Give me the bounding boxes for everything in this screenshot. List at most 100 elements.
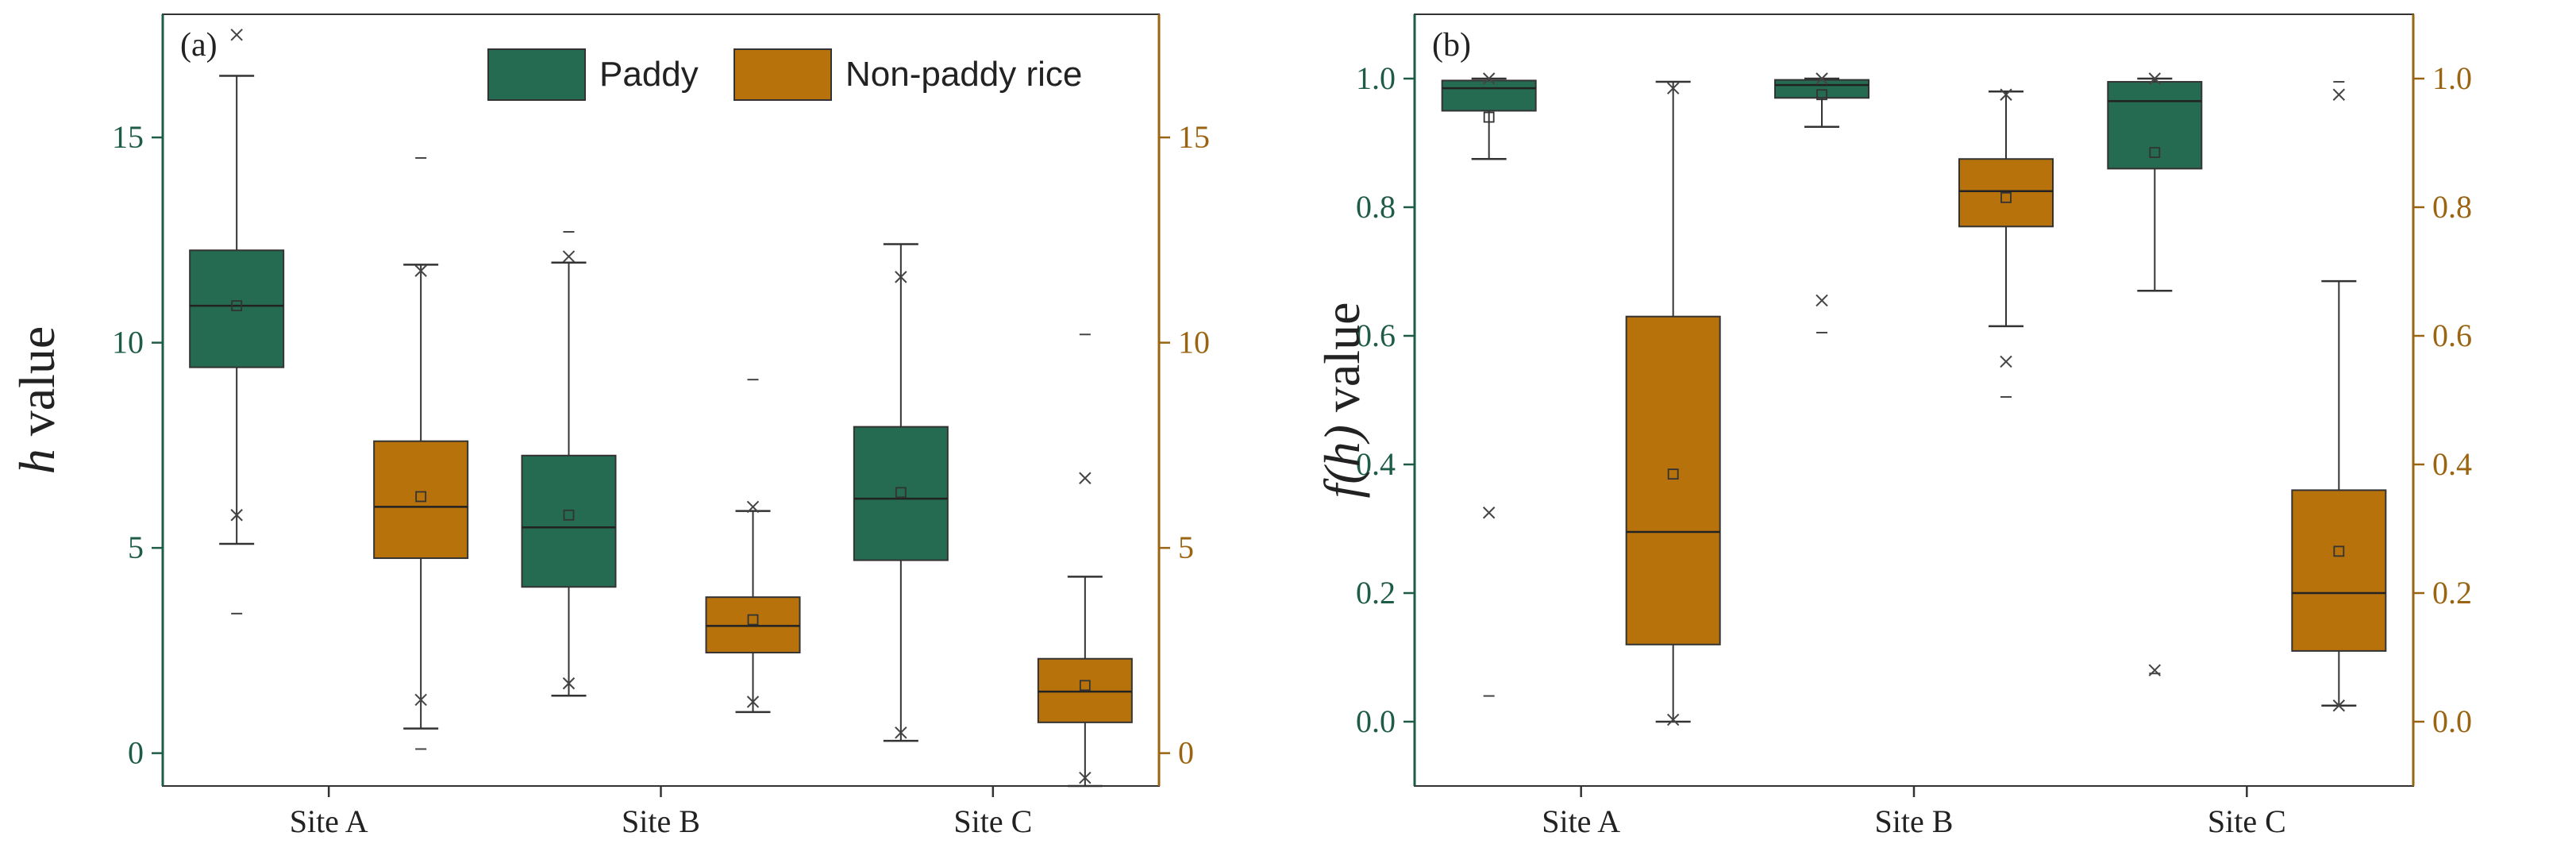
box-plot-nonpaddy-3: [1037, 333, 1133, 788]
x-tick-label: Site C: [2208, 803, 2286, 839]
percentile-cross-marker: [1816, 72, 1828, 85]
percentile-cross-marker: [1079, 472, 1092, 484]
mean-marker: [563, 509, 575, 521]
iqr-box: [1774, 79, 1869, 99]
mean-marker: [1816, 89, 1827, 101]
percentile-cross-marker: [1666, 713, 1680, 726]
legend-label-paddy: Paddy: [599, 55, 699, 94]
right-tick-label: 0.4: [2432, 446, 2472, 482]
percentile-cross-marker: [414, 264, 427, 277]
percentile-cross-marker: [230, 509, 243, 522]
box-plot-paddy-1: [189, 29, 285, 615]
legend-swatch-paddy: [487, 48, 586, 101]
mean-marker: [895, 487, 907, 499]
percentile-cross-marker: [746, 500, 760, 514]
right-tick-label: 5: [1178, 530, 1194, 565]
percentile-cross-marker: [895, 271, 907, 283]
percentile-cross-marker: [562, 250, 576, 263]
right-tick-label: 10: [1178, 325, 1210, 360]
right-tick-label: 15: [1178, 119, 1210, 155]
x-tick-label: Site C: [953, 803, 1032, 839]
left-tick-label: 0.2: [1356, 575, 1396, 611]
iqr-box: [521, 454, 617, 588]
percentile-cross-marker: [2000, 88, 2012, 101]
left-tick-label: 10: [112, 325, 144, 360]
legend-label-nonpaddy: Non-paddy rice: [845, 55, 1082, 94]
x-tick-label: Site A: [290, 803, 368, 839]
x-tick-label: Site B: [622, 803, 700, 839]
percentile-cross-marker: [746, 695, 760, 708]
panel-b-chart: 0.0 0.0 0.2 0.2 0.4 0.4 0.6 0.6 0.8 0.8 1.0 1.0 Site…: [1314, 13, 2472, 839]
left-tick-label: 15: [112, 119, 144, 155]
right-tick-label: 0.6: [2432, 318, 2472, 353]
panel-a-chart: 0 0 5 5 10 10 15 15 Site A Site B Site C h value (a)…: [9, 13, 1210, 839]
percentile-cross-marker: [2148, 72, 2162, 85]
mean-marker: [2149, 147, 2161, 159]
box-plot-nonpaddy-1: [1625, 80, 1721, 726]
iqr-box: [2107, 81, 2203, 170]
mean-marker: [2333, 545, 2345, 557]
iqr-box: [2291, 489, 2387, 652]
mean-marker: [1079, 680, 1091, 692]
y-axis-label: f(h) value: [1314, 302, 1370, 499]
right-tick-label: 0: [1178, 735, 1194, 771]
percentile-cross-marker: [2000, 355, 2012, 368]
box-plot-nonpaddy-1: [373, 156, 469, 750]
left-tick-label: 5: [128, 530, 144, 565]
left-tick-label: 0.0: [1356, 703, 1396, 739]
mean-marker: [231, 300, 243, 311]
right-tick-label: 1.0: [2432, 60, 2472, 96]
y-axis-label-italic: h: [9, 449, 65, 474]
mean-marker: [2000, 191, 2012, 203]
box-plot-paddy-2: [521, 231, 617, 697]
iqr-box: [1441, 79, 1537, 112]
percentile-cross-marker: [230, 29, 243, 41]
left-tick-label: 0.4: [1356, 446, 1396, 482]
percentile-cross-marker: [895, 726, 907, 739]
mean-marker: [1483, 111, 1495, 123]
box-plot-paddy-2: [1774, 72, 1869, 333]
x-tick-label: Site A: [1542, 803, 1620, 839]
percentile-cross-marker: [1816, 294, 1828, 307]
right-tick-label: 0.2: [2432, 575, 2472, 611]
iqr-box: [189, 249, 285, 368]
right-tick-label: 0.0: [2432, 703, 2472, 739]
y-axis-label-italic: f(h): [1314, 425, 1370, 498]
panel-label: (a): [180, 27, 218, 64]
box-plot-paddy-1: [1441, 72, 1537, 697]
x-tick-label: Site B: [1875, 803, 1954, 839]
legend-swatch-nonpaddy: [734, 48, 832, 101]
percentile-cross-marker: [414, 693, 427, 707]
left-tick-label: 0.6: [1356, 318, 1396, 353]
y-axis-label-rest: value: [9, 326, 65, 449]
y-axis-label-rest: value: [1314, 302, 1370, 426]
iqr-box: [853, 426, 949, 561]
iqr-box: [1625, 315, 1721, 645]
box-plot-nonpaddy-2: [705, 379, 801, 714]
plot-frame: [162, 13, 1160, 787]
percentile-cross-marker: [1482, 72, 1496, 85]
box-plot-nonpaddy-2: [1958, 88, 2054, 398]
mean-marker: [415, 491, 427, 503]
legend: Paddy Non-paddy rice: [487, 48, 1082, 101]
plot-frame: [1414, 13, 2414, 787]
percentile-cross-marker: [2332, 88, 2346, 101]
percentile-cross-marker: [1666, 82, 1680, 94]
box-plot-nonpaddy-3: [2291, 81, 2387, 712]
mean-marker: [747, 614, 759, 626]
y-axis-label: h value: [9, 326, 65, 475]
percentile-cross-marker: [1079, 771, 1092, 784]
right-tick-label: 0.8: [2432, 189, 2472, 225]
left-tick-label: 1.0: [1356, 60, 1396, 96]
box-plot-paddy-3: [853, 243, 949, 742]
left-tick-label: 0.8: [1356, 189, 1396, 225]
box-plot-paddy-3: [2107, 72, 2203, 676]
mean-marker: [1667, 468, 1679, 480]
iqr-box: [373, 440, 469, 560]
percentile-cross-marker: [1482, 507, 1496, 519]
percentile-cross-marker: [2332, 699, 2346, 712]
left-tick-label: 0: [128, 735, 144, 771]
panel-label: (b): [1432, 27, 1471, 64]
percentile-cross-marker: [562, 677, 576, 690]
